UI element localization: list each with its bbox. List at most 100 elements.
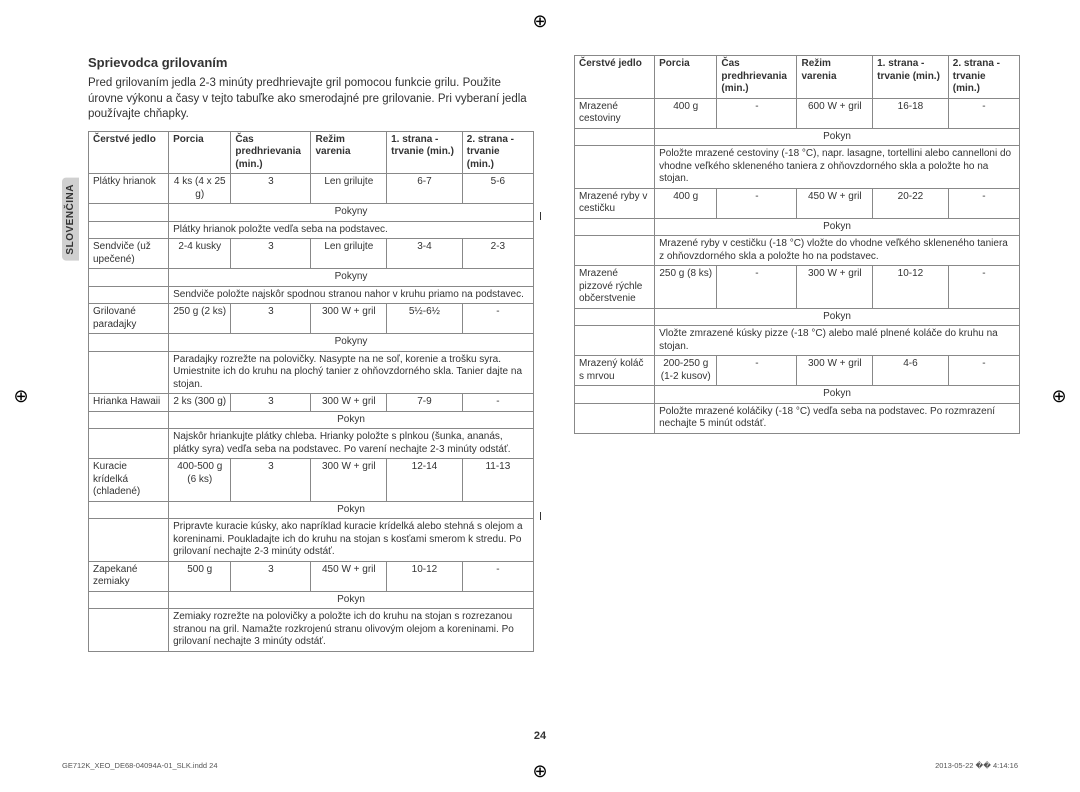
cell-food: Mrazené pizzové rýchle občerstvenie — [575, 266, 655, 309]
cell-side1: 6-7 — [387, 174, 463, 204]
table-row-instr-label: Pokyn — [89, 411, 534, 429]
table-row-instr: Pripravte kuracie kúsky, ako napríklad k… — [89, 519, 534, 562]
cell-food: Mrazené cestoviny — [575, 98, 655, 128]
cell-preheat: - — [717, 98, 797, 128]
crop-mark-icon: ⊕ — [1048, 385, 1070, 407]
cell-side2: 5-6 — [462, 174, 533, 204]
cell-portion: 200-250 g (1-2 kusov) — [655, 356, 717, 386]
cell-instr-label: Pokyn — [655, 128, 1020, 146]
cell-mode: Len grilujte — [311, 239, 387, 269]
cell-mode: 300 W + gril — [311, 394, 387, 412]
cell-side1: 3-4 — [387, 239, 463, 269]
table-row-instr: Vložte zmrazené kúsky pizze (-18 °C) ale… — [575, 326, 1020, 356]
table-row-instr: Položte mrazené cestoviny (-18 °C), napr… — [575, 146, 1020, 189]
table-row: Plátky hrianok4 ks (4 x 25 g)3Len griluj… — [89, 174, 534, 204]
cell-instr-label: Pokyn — [655, 218, 1020, 236]
footer-left: GE712K_XEO_DE68-04094A-01_SLK.indd 24 — [62, 761, 218, 770]
table-row-instr-label: Pokyn — [575, 308, 1020, 326]
cell-preheat: 3 — [231, 304, 311, 334]
cell-side2: - — [948, 98, 1019, 128]
th-side2: 2. strana - trvanie (min.) — [462, 131, 533, 174]
cell-food: Plátky hrianok — [89, 174, 169, 204]
cell-food: Mrazený koláč s mrvou — [575, 356, 655, 386]
th-food: Čerstvé jedlo — [89, 131, 169, 174]
table-row: Kuracie krídelká (chladené)400-500 g (6 … — [89, 459, 534, 502]
cell-mode: 300 W + gril — [311, 459, 387, 502]
cell-instr: Najskôr hriankujte plátky chleba. Hriank… — [169, 429, 534, 459]
table-row-instr-label: Pokyny — [89, 334, 534, 352]
cell-instr-label: Pokyn — [169, 591, 534, 609]
cell-portion: 2-4 kusky — [169, 239, 231, 269]
cell-food: Mrazené ryby v cestičku — [575, 188, 655, 218]
cell-mode: 600 W + gril — [797, 98, 873, 128]
cell-side1: 10-12 — [873, 266, 949, 309]
cell-side2: - — [462, 304, 533, 334]
th-mode: Režim varenia — [311, 131, 387, 174]
cell-side2: - — [462, 561, 533, 591]
table-row: Grilované paradajky250 g (2 ks)3300 W + … — [89, 304, 534, 334]
th-portion: Porcia — [169, 131, 231, 174]
cell-food: Hrianka Hawaii — [89, 394, 169, 412]
cell-side2: 11-13 — [462, 459, 533, 502]
cell-side2: - — [948, 266, 1019, 309]
cell-food: Zapekané zemiaky — [89, 561, 169, 591]
cell-instr-label: Pokyny — [169, 204, 534, 222]
cell-instr-label: Pokyn — [655, 386, 1020, 404]
table-row: Mrazené pizzové rýchle občerstvenie250 g… — [575, 266, 1020, 309]
cell-portion: 2 ks (300 g) — [169, 394, 231, 412]
table-row-instr-label: Pokyny — [89, 269, 534, 287]
cell-instr: Zemiaky rozrežte na polovičky a položte … — [169, 609, 534, 652]
table-row-instr-label: Pokyn — [575, 128, 1020, 146]
cell-preheat: - — [717, 266, 797, 309]
cell-portion: 250 g (2 ks) — [169, 304, 231, 334]
cell-instr: Položte mrazené koláčiky (-18 °C) vedľa … — [655, 403, 1020, 433]
cell-portion: 400-500 g (6 ks) — [169, 459, 231, 502]
grill-table-right: Čerstvé jedlo Porcia Čas predhrievania (… — [574, 55, 1020, 434]
table-row-instr-label: Pokyny — [89, 204, 534, 222]
th-portion: Porcia — [655, 56, 717, 99]
cell-mode: 300 W + gril — [797, 266, 873, 309]
page-number: 24 — [534, 730, 546, 742]
cell-preheat: - — [717, 188, 797, 218]
cell-side2: - — [462, 394, 533, 412]
cell-mode: 300 W + gril — [797, 356, 873, 386]
cell-instr-label: Pokyn — [169, 501, 534, 519]
cell-instr: Paradajky rozrežte na polovičky. Nasypte… — [169, 351, 534, 394]
cell-mode: 450 W + gril — [797, 188, 873, 218]
table-row: Mrazený koláč s mrvou200-250 g (1-2 kuso… — [575, 356, 1020, 386]
cell-instr: Sendviče položte najskôr spodnou stranou… — [169, 286, 534, 304]
intro-text: Pred grilovaním jedla 2-3 minúty predhri… — [88, 76, 534, 123]
cell-instr: Pripravte kuracie kúsky, ako napríklad k… — [169, 519, 534, 562]
th-mode: Režim varenia — [797, 56, 873, 99]
cell-portion: 250 g (8 ks) — [655, 266, 717, 309]
table-row-instr-label: Pokyn — [89, 501, 534, 519]
cell-mode: 450 W + gril — [311, 561, 387, 591]
cell-side1: 10-12 — [387, 561, 463, 591]
table-row: Zapekané zemiaky500 g3450 W + gril10-12- — [89, 561, 534, 591]
th-side1: 1. strana - trvanie (min.) — [873, 56, 949, 99]
cell-mode: Len grilujte — [311, 174, 387, 204]
cell-instr-label: Pokyn — [655, 308, 1020, 326]
cell-side2: - — [948, 188, 1019, 218]
crop-mark-icon: ⊕ — [529, 10, 551, 32]
table-row-instr-label: Pokyn — [575, 386, 1020, 404]
cell-portion: 400 g — [655, 98, 717, 128]
cell-portion: 500 g — [169, 561, 231, 591]
cell-preheat: 3 — [231, 459, 311, 502]
cell-instr: Plátky hrianok položte vedľa seba na pod… — [169, 221, 534, 239]
table-row-instr-label: Pokyn — [575, 218, 1020, 236]
table-row-instr: Najskôr hriankujte plátky chleba. Hriank… — [89, 429, 534, 459]
th-preheat: Čas predhrievania (min.) — [231, 131, 311, 174]
cell-instr-label: Pokyny — [169, 269, 534, 287]
cell-side1: 12-14 — [387, 459, 463, 502]
table-row-instr-label: Pokyn — [89, 591, 534, 609]
table-row: Mrazené cestoviny400 g-600 W + gril16-18… — [575, 98, 1020, 128]
cell-side1: 4-6 — [873, 356, 949, 386]
cell-portion: 4 ks (4 x 25 g) — [169, 174, 231, 204]
th-side2: 2. strana - trvanie (min.) — [948, 56, 1019, 99]
cell-side1: 5½-6½ — [387, 304, 463, 334]
cell-preheat: 3 — [231, 239, 311, 269]
cell-preheat: - — [717, 356, 797, 386]
footer-right: 2013-05-22 �� 4:14:16 — [935, 761, 1018, 770]
cell-instr: Vložte zmrazené kúsky pizze (-18 °C) ale… — [655, 326, 1020, 356]
